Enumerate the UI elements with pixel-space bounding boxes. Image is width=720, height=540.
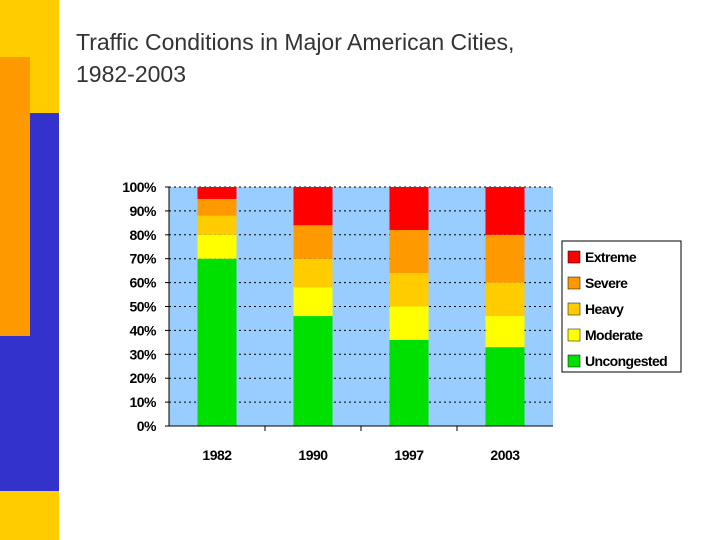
bar-segment xyxy=(389,306,429,340)
bar-segment xyxy=(485,187,525,235)
y-tick-label: 30% xyxy=(129,346,157,362)
deco-bar-blue xyxy=(30,113,59,491)
y-tick-label: 0% xyxy=(137,418,157,434)
x-tick-label: 1997 xyxy=(394,447,424,463)
bar-segment xyxy=(197,258,237,426)
legend-label: Uncongested xyxy=(585,353,667,369)
legend-label: Severe xyxy=(585,275,628,291)
y-tick-label: 60% xyxy=(129,275,157,291)
bar-segment xyxy=(293,316,333,426)
deco-bar-yellow-right xyxy=(30,0,59,113)
deco-bar-orange xyxy=(0,57,30,336)
legend-swatch xyxy=(567,328,581,342)
legend-swatch xyxy=(567,276,581,290)
x-tick-label: 1990 xyxy=(298,447,328,463)
legend-swatch xyxy=(567,354,581,368)
legend-label: Heavy xyxy=(585,301,624,317)
bar-segment xyxy=(293,287,333,317)
bar-segment xyxy=(293,225,333,259)
legend-label: Moderate xyxy=(585,327,643,343)
bar-segment xyxy=(389,273,429,307)
bar-segment xyxy=(485,282,525,317)
bar-segment xyxy=(197,234,237,259)
y-tick-label: 40% xyxy=(129,322,157,338)
bar-segment xyxy=(293,187,333,226)
page-title: Traffic Conditions in Major American Cit… xyxy=(76,26,696,90)
legend-swatch xyxy=(567,250,581,264)
deco-bar-yellow-top xyxy=(0,0,30,57)
deco-bar-blue-left xyxy=(0,336,30,491)
bar-segment xyxy=(389,230,429,274)
bar-segment xyxy=(293,258,333,288)
y-tick-label: 90% xyxy=(129,203,157,219)
x-tick-label: 2003 xyxy=(490,447,520,463)
bar-segment xyxy=(389,339,429,426)
y-tick-label: 100% xyxy=(122,179,157,195)
deco-bar-yellow-bottom xyxy=(0,491,59,540)
title-line-1: Traffic Conditions in Major American Cit… xyxy=(76,29,515,55)
y-tick-label: 70% xyxy=(129,251,157,267)
bar-segment xyxy=(197,215,237,235)
bar-segment xyxy=(389,187,429,231)
legend-box xyxy=(561,240,682,373)
bar-segment xyxy=(485,234,525,283)
bar-segment xyxy=(197,187,237,199)
title-line-2: 1982-2003 xyxy=(76,61,186,87)
bar-segment xyxy=(485,347,525,426)
x-tick-label: 1982 xyxy=(202,447,232,463)
bar-segment xyxy=(197,198,237,216)
bar-segment xyxy=(485,316,525,348)
y-tick-label: 80% xyxy=(129,227,157,243)
legend-label: Extreme xyxy=(585,249,637,265)
legend-swatch xyxy=(567,302,581,316)
y-tick-label: 50% xyxy=(129,299,157,315)
y-tick-label: 10% xyxy=(129,394,157,410)
y-tick-label: 20% xyxy=(129,370,157,386)
